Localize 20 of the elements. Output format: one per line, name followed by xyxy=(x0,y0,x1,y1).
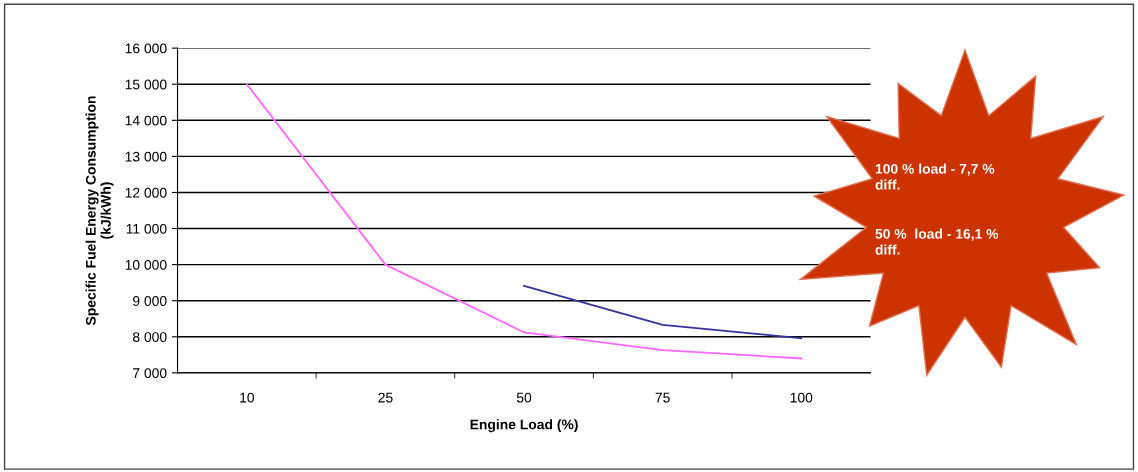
x-tick-label: 50 xyxy=(516,392,532,403)
y-tick-label: 7 000 xyxy=(133,368,167,379)
y-axis-title: Specific Fuel Energy Consumption (kJ/kWh) xyxy=(85,96,114,326)
y-tick-label: 11 000 xyxy=(126,223,167,234)
y-tick-label: 16 000 xyxy=(125,43,167,54)
x-tick-label: 10 xyxy=(240,392,255,403)
y-tick-label: 10 000 xyxy=(125,259,167,270)
x-axis-title: Engine Load (%) xyxy=(470,419,578,433)
line-series xyxy=(245,83,803,360)
y-tick-label: 8 000 xyxy=(132,332,167,342)
y-tick-label: 12 000 xyxy=(125,187,167,198)
text: 50 % load - 16,1 % diff. xyxy=(875,228,999,255)
y-tick-label: 13 000 xyxy=(125,151,167,162)
text: 100 % load - 7,7 % diff. xyxy=(875,163,995,190)
x-tick-label: 25 xyxy=(378,392,393,403)
x-tick-label: 75 xyxy=(655,392,670,403)
y-tick-label: 14 000 xyxy=(125,115,167,126)
y-tick-label: 15 000 xyxy=(125,79,167,90)
y-tick-label: 9 000 xyxy=(133,296,167,306)
x-tick-label: 100 xyxy=(790,392,813,403)
